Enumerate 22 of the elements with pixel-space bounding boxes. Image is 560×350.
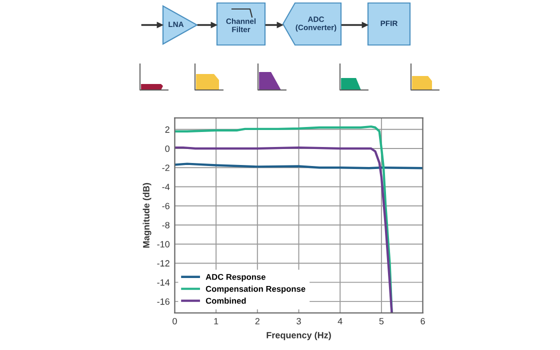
- legend-label: Combined: [206, 298, 246, 304]
- legend-label: ADC Response: [206, 274, 266, 282]
- y-tick-label: 2: [165, 126, 170, 133]
- x-tick-label: 3: [296, 318, 301, 324]
- x-tick-label: 0: [172, 318, 177, 324]
- x-tick-label: 2: [255, 318, 260, 324]
- y-tick-label: -10: [157, 241, 170, 248]
- x-tick-label: 5: [379, 318, 384, 324]
- y-tick-label: -6: [162, 202, 170, 210]
- x-axis-title: Frequency (Hz): [266, 332, 331, 340]
- y-tick-label: -16: [157, 298, 170, 305]
- y-tick-label: 0: [165, 146, 170, 152]
- x-tick-label: 6: [420, 318, 425, 324]
- y-tick-label: -4: [162, 184, 170, 190]
- x-tick-label: 1: [214, 318, 218, 324]
- y-tick-label: -8: [162, 222, 170, 228]
- legend-label: Compensation Response: [206, 286, 306, 294]
- y-axis-title: Magnitude (dB): [142, 183, 152, 248]
- y-tick-label: -12: [157, 260, 170, 266]
- x-tick-label: 4: [338, 318, 342, 324]
- y-tick-label: -2: [162, 164, 170, 171]
- y-tick-label: -14: [157, 279, 170, 286]
